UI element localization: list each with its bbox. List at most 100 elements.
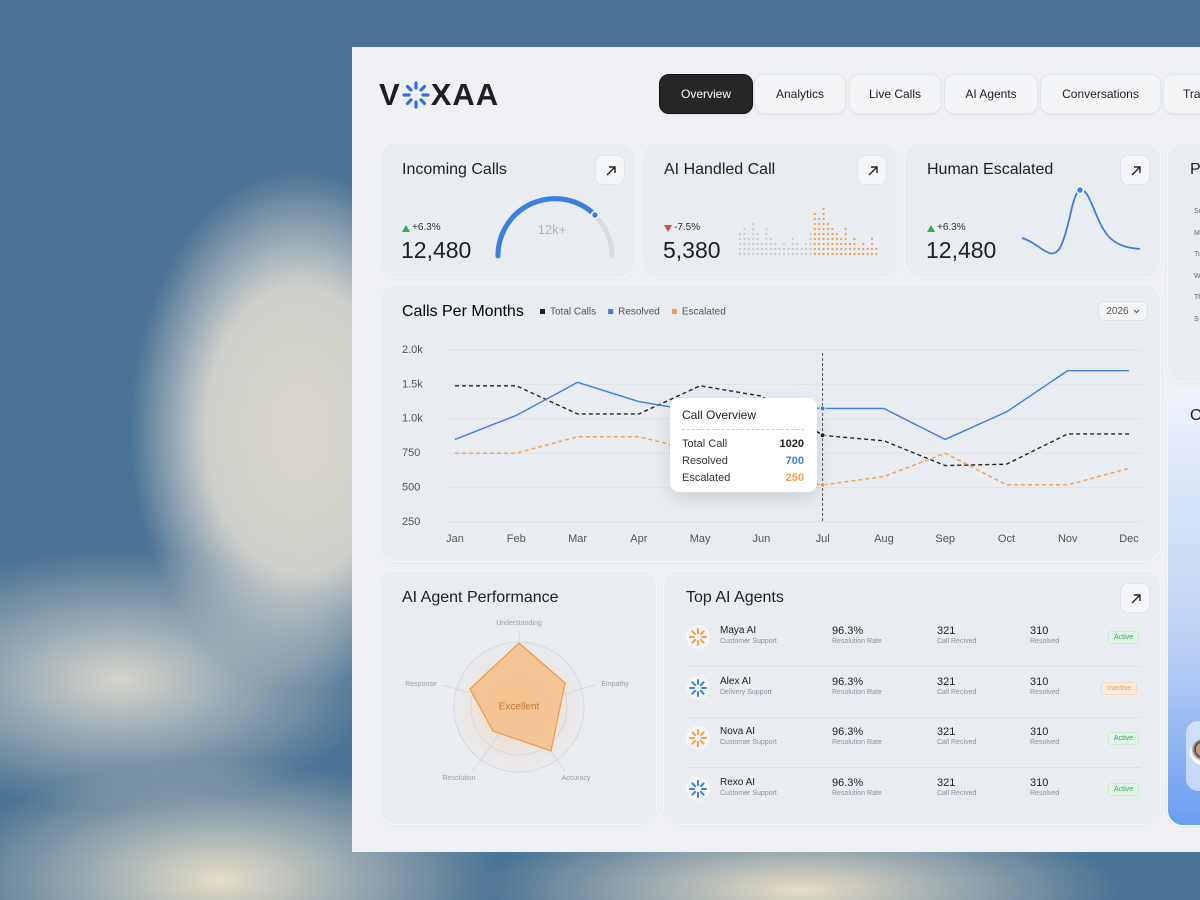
dot bbox=[831, 242, 834, 246]
dot bbox=[844, 242, 847, 246]
dot bbox=[818, 217, 821, 221]
radar-chart: Excellent Understanding Empathy Accuracy… bbox=[405, 620, 629, 782]
legend-label: Total Calls bbox=[550, 307, 596, 318]
nav-tab[interactable]: Analytics bbox=[754, 74, 846, 114]
tooltip-value: 250 bbox=[785, 471, 804, 484]
dot bbox=[826, 232, 830, 236]
year-select[interactable]: 2026 bbox=[1098, 301, 1148, 321]
day-label: We bbox=[1194, 272, 1200, 280]
dot bbox=[818, 242, 821, 246]
dot bbox=[835, 252, 838, 256]
dot bbox=[765, 252, 768, 256]
change: +6.3% bbox=[412, 222, 441, 233]
point-marker bbox=[819, 481, 826, 488]
logo: V XAA bbox=[379, 77, 499, 113]
dot bbox=[752, 222, 755, 226]
dot bbox=[813, 237, 816, 241]
agents-card: Top AI Agents Maya AI Customer Support 96.… bbox=[663, 570, 1161, 825]
dot bbox=[818, 222, 821, 226]
dot bbox=[853, 237, 856, 241]
dot bbox=[743, 237, 746, 241]
dot bbox=[769, 252, 772, 256]
icon-ray bbox=[691, 680, 697, 686]
dot bbox=[875, 252, 878, 256]
agent-calls-label: Call Recived bbox=[937, 789, 977, 797]
nav-tab[interactable]: Overview bbox=[659, 74, 753, 114]
dot bbox=[747, 242, 750, 246]
tooltip-title: Call Overview bbox=[682, 408, 757, 422]
chart-title: Calls Per Months bbox=[402, 303, 524, 320]
dot bbox=[743, 242, 746, 246]
up-indicator bbox=[402, 225, 410, 232]
day-label: S bbox=[1194, 315, 1199, 323]
dot bbox=[747, 252, 750, 256]
day-list: Su Mo Tu We Th S bbox=[1194, 201, 1200, 330]
open-button[interactable] bbox=[1120, 155, 1150, 185]
agent-rate: 96.3% bbox=[832, 726, 864, 738]
x-tick-label: Feb bbox=[507, 533, 526, 545]
dot bbox=[813, 252, 816, 256]
open-button[interactable] bbox=[1120, 583, 1150, 613]
day-label: Tu bbox=[1194, 251, 1200, 258]
stat-value: 5,380 bbox=[663, 237, 721, 263]
dot bbox=[743, 232, 746, 236]
arrow-icon bbox=[1131, 594, 1141, 604]
dot bbox=[822, 207, 825, 211]
dot bbox=[813, 227, 816, 231]
legend-swatch bbox=[608, 309, 614, 314]
nav-tab[interactable]: AI Agents bbox=[944, 74, 1038, 114]
tooltip-row: Resolved 700 bbox=[682, 452, 804, 469]
stat-value: 12,480 bbox=[401, 237, 472, 263]
logo-text: V bbox=[379, 77, 401, 112]
dot bbox=[818, 247, 821, 251]
nav-tab[interactable]: Tra bbox=[1163, 74, 1200, 114]
legend-swatch bbox=[540, 309, 545, 314]
dot bbox=[831, 227, 834, 231]
agent-role: Customer Support bbox=[720, 789, 777, 797]
dot bbox=[738, 242, 742, 246]
dot bbox=[796, 242, 799, 246]
legend-label: Escalated bbox=[682, 307, 726, 318]
agent-row: Maya AI Customer Support 96.3% Resolution R… bbox=[686, 623, 1141, 667]
line-chart: Calls Per Months 2.0k 1.5k 1.0k 750 500 250 Ja… bbox=[402, 303, 1142, 545]
status-badge: Inactive bbox=[1101, 681, 1138, 695]
side-card: Pe Su Mo Tu We Th S bbox=[1167, 142, 1200, 382]
dot bbox=[853, 242, 856, 246]
y-tick-label: 500 bbox=[402, 482, 420, 494]
open-button[interactable] bbox=[857, 155, 887, 185]
agent-name: Nova AI bbox=[720, 726, 756, 737]
dot bbox=[835, 237, 838, 241]
dot-sparkline bbox=[738, 207, 878, 256]
icon-ray bbox=[691, 739, 697, 745]
dot bbox=[822, 237, 825, 241]
agent-row: Rexo AI Customer Support 96.3% Resolution R… bbox=[686, 775, 1141, 819]
dot bbox=[840, 247, 843, 251]
agent-role: Delivery Support bbox=[720, 688, 772, 696]
nav-tab[interactable]: Live Calls bbox=[849, 74, 941, 114]
down-indicator bbox=[664, 225, 672, 232]
agent-calls: 321 bbox=[937, 776, 956, 789]
day-label: Mo bbox=[1194, 229, 1200, 237]
dot bbox=[857, 247, 860, 251]
dot bbox=[752, 237, 755, 241]
agent-icon bbox=[686, 726, 710, 750]
dot bbox=[756, 247, 759, 251]
agent-role: Customer Support bbox=[720, 638, 777, 645]
point-marker bbox=[819, 432, 826, 439]
dot bbox=[822, 212, 825, 216]
dot bbox=[870, 247, 874, 251]
agent-name: Maya AI bbox=[720, 625, 757, 636]
dot bbox=[743, 252, 746, 256]
dot bbox=[782, 242, 786, 246]
dot bbox=[835, 242, 838, 246]
side-card: O bbox=[1167, 390, 1200, 826]
agent-rate-label: Resolution Rate bbox=[832, 739, 882, 746]
curve-sparkline bbox=[1021, 185, 1141, 255]
open-button[interactable] bbox=[595, 155, 625, 185]
tooltip-rows: Total Call 1020 Resolved 700 Escalated 250 bbox=[682, 435, 804, 486]
dot bbox=[804, 247, 808, 251]
rating: Excellent bbox=[499, 702, 540, 713]
nav-tab[interactable]: Conversations bbox=[1040, 74, 1161, 114]
card-title: AI Handled Call bbox=[664, 161, 776, 178]
dot bbox=[822, 232, 825, 236]
